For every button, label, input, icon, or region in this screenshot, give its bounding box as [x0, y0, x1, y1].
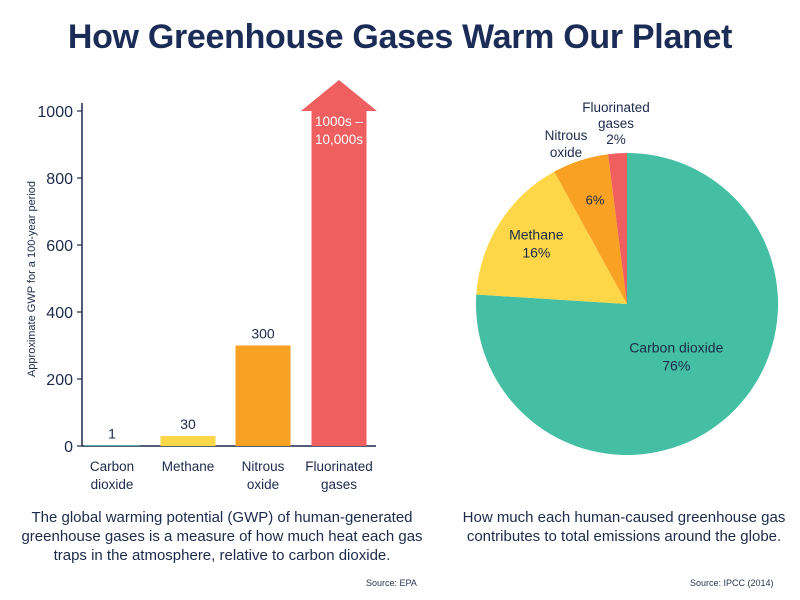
y-axis-label: Approximate GWP for a 100-year period [26, 181, 38, 377]
y-tick-label: 400 [46, 305, 73, 322]
data-label-1: 30 [180, 416, 196, 432]
pie-slice-fluorinated-gases [608, 153, 627, 304]
bar-1 [160, 435, 216, 446]
bar-2 [235, 345, 291, 446]
pie-label-fluorinated-gases: Fluorinated gases 2% [582, 100, 650, 147]
y-tick-label: 200 [46, 372, 73, 389]
y-tick-label: 800 [46, 171, 73, 188]
bar-chart-caption: The global warming potential (GWP) of hu… [21, 509, 423, 564]
y-tick-label: 0 [64, 439, 73, 456]
x-category-label: Nitrous oxide [242, 459, 285, 492]
pie-slice-nitrous-oxide [554, 154, 627, 304]
pie-slice-carbon-dioxide [476, 153, 779, 455]
data-label-fluorinated-gases: 1000s –10,000s [315, 114, 364, 147]
pie-value-nitrous-oxide: 6% [586, 192, 605, 207]
bar-fluorinated-gases [301, 80, 377, 446]
y-tick-label: 1000 [37, 104, 73, 121]
x-category-label: Methane [162, 459, 215, 474]
data-label-2: 300 [251, 326, 275, 342]
pie-label-methane: Methane 16% [509, 227, 564, 261]
pie-chart-caption: How much each human-caused greenhouse ga… [462, 509, 786, 545]
bar-0 [84, 445, 140, 446]
pie-label-carbon-dioxide: Carbon dioxide 76% [629, 339, 723, 373]
page-title: How Greenhouse Gases Warm Our Planet [67, 18, 733, 56]
pie-label-nitrous-oxide: Nitrous oxide [545, 128, 588, 160]
x-category-label: Carbon dioxide [90, 459, 134, 492]
x-category-label: Fluorinated gases [305, 459, 373, 492]
y-tick-label: 600 [46, 238, 73, 255]
data-label-0: 1 [108, 425, 116, 441]
pie-chart-source: Source: IPCC (2014) [690, 578, 774, 588]
bar-chart-source: Source: EPA [366, 578, 417, 588]
pie-slice-methane [476, 171, 627, 304]
